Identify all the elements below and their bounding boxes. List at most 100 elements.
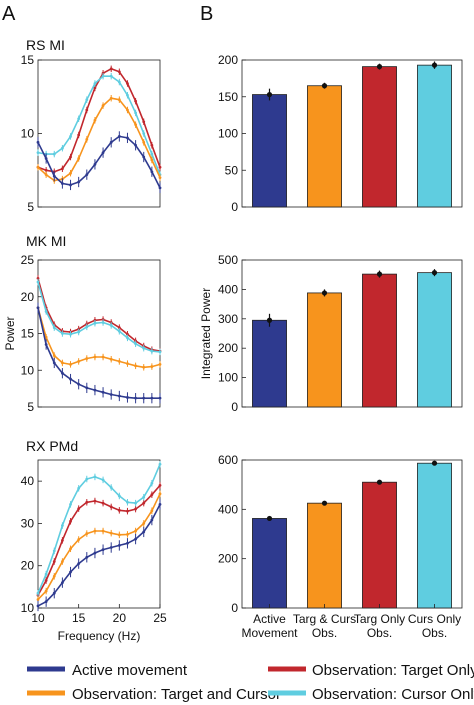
data-point <box>134 537 138 541</box>
data-point <box>142 132 146 135</box>
data-point <box>150 170 154 174</box>
bar-target-cursor <box>307 292 342 408</box>
data-point <box>52 591 56 595</box>
data-point <box>77 562 81 565</box>
series-line-cursor-only <box>37 463 161 594</box>
data-point <box>150 493 154 497</box>
bar-active <box>252 518 287 609</box>
bar-cursor-only <box>417 64 452 208</box>
data-point <box>85 500 89 504</box>
data-point <box>117 98 121 102</box>
y-tick-label: 10 <box>21 601 35 615</box>
data-point <box>158 176 162 180</box>
y-tick-label: 20 <box>21 559 35 573</box>
data-point <box>142 365 146 369</box>
data-point <box>134 342 138 346</box>
data-point <box>69 503 72 506</box>
data-point <box>134 396 138 400</box>
series-line-target-cursor <box>37 493 161 601</box>
chart-title: RX PMd <box>26 438 78 454</box>
data-point <box>36 306 40 310</box>
data-point <box>44 579 48 582</box>
y-tick-label: 15 <box>21 327 35 341</box>
x-category-label: Movement <box>241 626 298 640</box>
series-line-active <box>37 504 161 607</box>
data-point <box>158 165 162 169</box>
data-point <box>85 357 89 360</box>
data-point <box>109 324 113 327</box>
data-point <box>36 140 40 144</box>
data-point <box>44 589 48 593</box>
data-point <box>77 157 81 160</box>
data-point <box>52 174 56 178</box>
data-point <box>69 519 72 523</box>
bar-mean-dot <box>431 460 438 466</box>
data-point <box>101 501 105 505</box>
panel-label-b: B <box>200 3 213 25</box>
data-point <box>158 483 162 487</box>
data-point <box>77 133 81 137</box>
x-category-label: Obs. <box>367 626 392 640</box>
data-point <box>93 86 97 90</box>
data-point <box>52 549 56 553</box>
data-point <box>93 321 97 325</box>
data-point <box>126 500 129 504</box>
data-point <box>126 108 129 112</box>
data-point <box>158 492 162 496</box>
data-point <box>142 530 146 534</box>
series-line-active <box>37 307 160 400</box>
legend-label-target-cursor: Observation: Target and Cursor <box>72 686 281 703</box>
data-point <box>52 361 56 365</box>
x-tick-label: 25 <box>153 611 167 625</box>
data-point <box>134 364 138 368</box>
data-point <box>142 501 146 505</box>
data-point <box>142 120 146 124</box>
data-point <box>69 332 72 336</box>
data-point <box>69 377 72 381</box>
data-point <box>126 336 129 340</box>
data-point <box>109 546 113 549</box>
bar-mean-dot <box>321 290 328 296</box>
line-chart-1: MK MI 5 10 15 20 25 Power <box>3 233 162 414</box>
data-point <box>69 362 72 366</box>
plot-frame <box>241 259 463 408</box>
line-chart-0: RS MI 5 10 15 <box>21 37 162 214</box>
data-point <box>117 70 121 74</box>
bar-target-only <box>362 273 397 408</box>
data-point <box>117 360 121 363</box>
data-point <box>109 393 113 396</box>
data-point <box>77 117 81 121</box>
data-point <box>93 388 97 392</box>
panel-label-a: A <box>2 3 16 25</box>
data-point <box>134 529 138 533</box>
legend-label-cursor-only: Observation: Cursor Only <box>312 686 474 703</box>
data-point <box>85 173 89 177</box>
data-point <box>77 486 81 490</box>
data-point <box>77 180 81 184</box>
data-point <box>93 162 97 166</box>
bar-chart-1: 0 100 200 300 400 500 Integrated Power <box>199 253 463 414</box>
data-point <box>158 503 162 506</box>
series-line-target-cursor <box>37 97 161 182</box>
data-point <box>85 477 89 481</box>
data-point <box>150 158 154 162</box>
data-point <box>85 325 89 329</box>
data-point <box>36 151 40 155</box>
data-point <box>101 104 105 107</box>
data-point <box>142 495 146 499</box>
bar-mean-dot <box>431 62 438 68</box>
data-point <box>36 165 40 169</box>
bar-target-only <box>362 66 397 208</box>
data-point <box>101 478 105 482</box>
data-point <box>126 396 129 399</box>
y-axis-label: Power <box>3 316 17 350</box>
data-point <box>158 362 162 366</box>
data-point <box>61 332 64 335</box>
bar-mean-dot <box>376 271 383 277</box>
data-point <box>109 357 113 361</box>
data-point <box>69 135 72 138</box>
data-point <box>117 394 121 398</box>
data-point <box>134 99 138 103</box>
data-point <box>36 280 40 284</box>
data-point <box>61 361 64 365</box>
